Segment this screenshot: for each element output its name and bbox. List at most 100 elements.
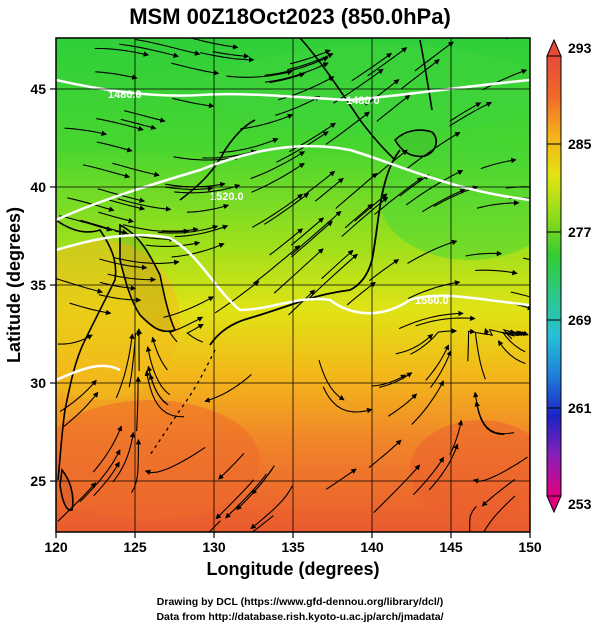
streamline xyxy=(92,425,123,473)
streamline xyxy=(82,164,131,179)
streamline xyxy=(146,365,167,404)
streamline xyxy=(218,453,245,480)
streamline xyxy=(208,520,221,532)
streamline xyxy=(56,278,103,294)
streamline xyxy=(428,443,459,491)
streamline xyxy=(79,449,121,503)
streamline xyxy=(273,248,324,294)
streamline xyxy=(122,224,190,235)
streamline xyxy=(59,215,113,232)
streamline xyxy=(225,473,267,519)
streamline xyxy=(480,157,517,170)
streamline xyxy=(135,376,141,432)
streamline xyxy=(290,217,324,246)
streamline xyxy=(425,344,449,381)
y-tick-label-45: 45 xyxy=(30,81,46,97)
x-tick-label-140: 140 xyxy=(360,539,384,555)
streamline xyxy=(144,446,206,475)
streamline xyxy=(395,333,434,355)
streamline xyxy=(163,296,215,318)
streamline xyxy=(67,197,115,212)
streamline xyxy=(354,193,388,222)
streamline xyxy=(94,47,150,57)
streamline xyxy=(510,291,530,298)
streamline xyxy=(469,505,477,532)
streamline xyxy=(135,38,201,56)
streamline xyxy=(115,333,135,399)
height-contour-1500 xyxy=(56,144,530,222)
streamline xyxy=(99,281,137,291)
colorbar-tick-label-269: 269 xyxy=(568,312,592,328)
streamline xyxy=(59,379,97,413)
colorbar-tick-label-261: 261 xyxy=(568,400,592,416)
streamline xyxy=(506,38,510,40)
colorbar-tick-label-293: 293 xyxy=(568,40,592,56)
colorbar-top-arrow xyxy=(546,38,562,57)
streamline xyxy=(99,258,148,271)
warm-region-southeast xyxy=(410,420,530,520)
streamline xyxy=(95,71,138,80)
streamline xyxy=(145,346,171,396)
y-tick-label-30: 30 xyxy=(30,375,46,391)
streamline xyxy=(164,185,214,192)
streamline xyxy=(168,316,204,343)
graticule xyxy=(56,38,530,532)
streamline xyxy=(322,386,373,414)
streamline xyxy=(325,111,370,145)
streamline xyxy=(321,249,354,280)
streamline xyxy=(250,151,306,180)
streamline xyxy=(474,327,490,380)
streamline xyxy=(275,96,321,116)
colorbar-tick-label-285: 285 xyxy=(568,136,592,152)
streamline xyxy=(318,360,345,401)
streamline xyxy=(341,196,389,237)
y-axis-label: Latitude (degrees) xyxy=(4,207,24,363)
streamline xyxy=(407,239,458,264)
streamline xyxy=(226,69,293,78)
colorbar-bottom-arrow xyxy=(546,495,562,514)
streamline xyxy=(145,240,201,247)
streamline xyxy=(251,163,305,193)
streamline xyxy=(107,273,157,283)
streamline xyxy=(465,250,503,257)
streamline xyxy=(308,253,358,300)
colorbar: 293 285 277 269 261 253 xyxy=(546,38,592,514)
streamline xyxy=(482,69,528,91)
streamline xyxy=(93,461,120,496)
x-tick-label-130: 130 xyxy=(202,539,226,555)
colorbar-tick-label-277: 277 xyxy=(568,224,592,240)
streamline xyxy=(325,468,357,490)
streamline xyxy=(119,43,179,58)
plot-area: 1480.0 1480.0 1520.0 1560.0 xyxy=(56,38,530,532)
streamline xyxy=(473,391,514,435)
colorbar-ticks: 293 285 277 269 261 253 xyxy=(547,40,592,512)
streamline xyxy=(367,47,408,77)
streamline xyxy=(174,224,229,238)
streamline xyxy=(497,340,526,365)
streamline xyxy=(57,482,97,522)
colorbar-tick-label-253: 253 xyxy=(568,496,592,512)
x-tick-label-145: 145 xyxy=(439,539,463,555)
sakhalin xyxy=(419,39,433,111)
streamline xyxy=(398,310,464,330)
x-tick-label-150: 150 xyxy=(518,539,542,555)
streamline xyxy=(314,177,344,202)
streamline xyxy=(64,127,107,136)
streamline xyxy=(483,495,516,532)
streamline xyxy=(291,220,333,258)
streamline xyxy=(373,464,421,513)
streamline xyxy=(333,68,384,104)
streamline xyxy=(344,203,374,229)
streamline xyxy=(368,259,400,282)
cool-region-north xyxy=(210,45,530,135)
streamline xyxy=(374,177,423,215)
streamline xyxy=(240,113,294,130)
streamline xyxy=(368,439,402,469)
streamline xyxy=(219,137,279,154)
streamline xyxy=(276,131,329,163)
ryukyu-islands xyxy=(149,349,216,456)
streamline xyxy=(476,200,520,209)
streamline xyxy=(144,370,185,418)
streamline xyxy=(124,110,166,123)
colorbar-gradient xyxy=(546,55,562,497)
